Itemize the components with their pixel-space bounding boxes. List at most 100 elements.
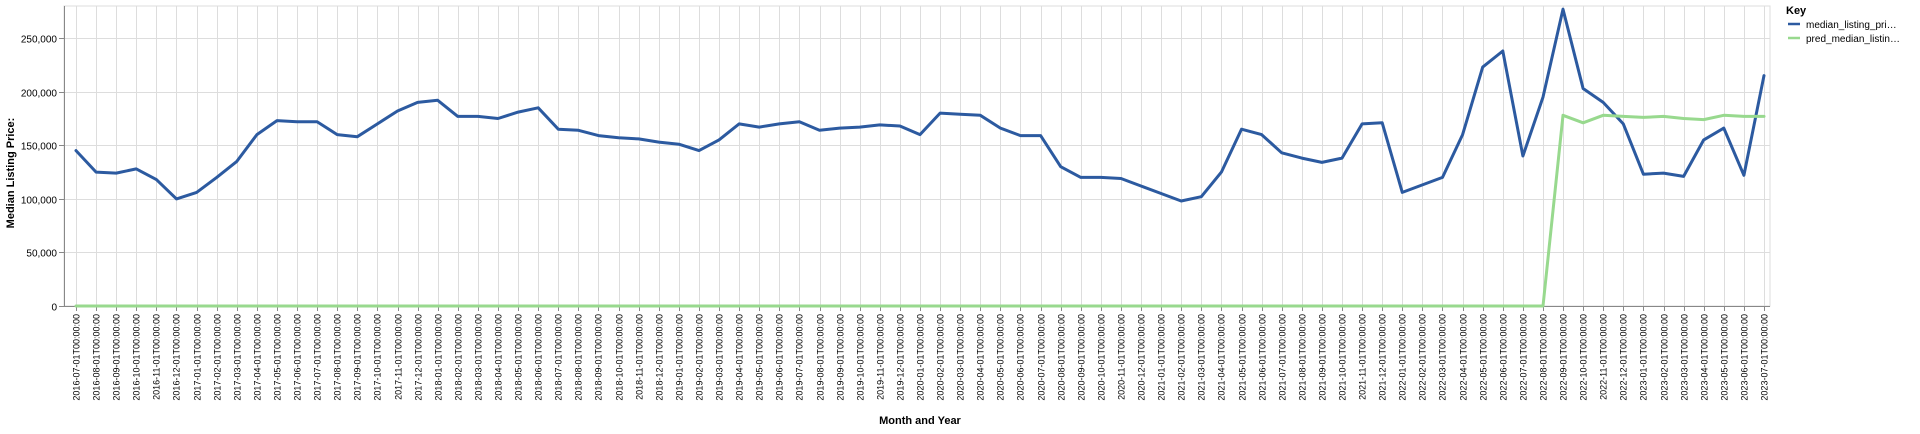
x-tick-label: 2018-07-01T00:00:00 (554, 314, 564, 401)
series-line-1 (74, 7, 1766, 203)
x-tick-label: 2019-11-01T00:00:00 (876, 314, 886, 400)
x-tick-label: 2017-10-01T00:00:00 (373, 314, 383, 401)
x-tick-label: 2018-02-01T00:00:00 (454, 314, 464, 401)
x-tick-label: 2021-12-01T00:00:00 (1378, 314, 1388, 401)
x-tick-label: 2018-03-01T00:00:00 (474, 314, 484, 401)
x-tick-label: 2016-12-01T00:00:00 (172, 314, 182, 401)
x-tick-label: 2023-05-01T00:00:00 (1720, 314, 1730, 401)
x-tick-label: 2018-06-01T00:00:00 (534, 314, 544, 401)
x-tick-label: 2019-06-01T00:00:00 (775, 314, 785, 401)
x-tick-label: 2022-04-01T00:00:00 (1459, 314, 1469, 401)
x-tick-label: 2019-10-01T00:00:00 (856, 314, 866, 401)
series-line-2 (74, 113, 1766, 308)
x-tick-label: 2017-05-01T00:00:00 (273, 314, 283, 401)
x-tick-label: 2022-12-01T00:00:00 (1619, 314, 1629, 401)
grid-lines (63, 5, 1771, 307)
x-tick-label: 2020-08-01T00:00:00 (1057, 314, 1067, 401)
axes: 0 50,000 100,000 150,000 200,000 250,000 2016-… (21, 6, 1770, 401)
x-tick-label: 2022-08-01T00:00:00 (1539, 314, 1549, 401)
y-tick-label: 150,000 (21, 142, 58, 153)
x-tick-label: 2022-05-01T00:00:00 (1479, 314, 1489, 401)
x-tick-label: 2018-05-01T00:00:00 (514, 314, 524, 401)
x-tick-label: 2023-06-01T00:00:00 (1740, 314, 1750, 401)
x-tick-label: 2021-11-01T00:00:00 (1358, 314, 1368, 400)
x-tick-label: 2016-07-01T00:00:00 (72, 314, 82, 401)
x-tick-label: 2020-05-01T00:00:00 (996, 314, 1006, 401)
x-tick-label: 2017-02-01T00:00:00 (213, 314, 223, 401)
x-tick-label: 2016-09-01T00:00:00 (112, 314, 122, 401)
x-tick-label: 2017-07-01T00:00:00 (313, 314, 323, 401)
x-tick-label: 2018-12-01T00:00:00 (655, 314, 665, 401)
x-tick-label: 2019-07-01T00:00:00 (795, 314, 805, 401)
x-tick-label: 2018-10-01T00:00:00 (615, 314, 625, 401)
x-tick-label: 2023-01-01T00:00:00 (1639, 314, 1649, 401)
x-tick-label: 2022-06-01T00:00:00 (1499, 314, 1509, 401)
x-tick-label: 2022-03-01T00:00:00 (1438, 314, 1448, 401)
x-tick-label: 2017-09-01T00:00:00 (353, 314, 363, 401)
x-tick-label: 2022-01-01T00:00:00 (1398, 314, 1408, 401)
x-tick-label: 2019-03-01T00:00:00 (715, 314, 725, 401)
x-tick-label: 2017-01-01T00:00:00 (193, 314, 203, 401)
y-tick-label: 0 (51, 303, 57, 314)
legend: Key median_listing_pri… pred_median_listi… (1786, 5, 1900, 45)
x-tick-label: 2019-02-01T00:00:00 (695, 314, 705, 401)
x-tick-label: 2022-02-01T00:00:00 (1418, 314, 1428, 401)
x-tick-label: 2020-02-01T00:00:00 (936, 314, 946, 401)
x-tick-label: 2021-08-01T00:00:00 (1298, 314, 1308, 401)
x-tick-label: 2020-11-01T00:00:00 (1117, 314, 1127, 400)
x-axis-title: Month and Year (879, 415, 961, 427)
x-tick-label: 2020-06-01T00:00:00 (1016, 314, 1026, 401)
x-tick-label: 2021-02-01T00:00:00 (1177, 314, 1187, 401)
x-tick-label: 2021-06-01T00:00:00 (1258, 314, 1268, 401)
x-tick-label: 2017-04-01T00:00:00 (253, 314, 263, 401)
x-tick-label: 2022-11-01T00:00:00 (1599, 314, 1609, 400)
x-tick-label: 2020-03-01T00:00:00 (956, 314, 966, 401)
x-tick-label: 2021-07-01T00:00:00 (1278, 314, 1288, 401)
y-tick-label: 250,000 (21, 35, 58, 46)
x-tick-label: 2023-03-01T00:00:00 (1680, 314, 1690, 401)
x-tick-label: 2017-12-01T00:00:00 (414, 314, 424, 401)
legend-items: median_listing_pri… pred_median_listin… (1788, 20, 1900, 45)
x-tick-label: 2019-05-01T00:00:00 (755, 314, 765, 401)
series-lines (74, 7, 1766, 308)
x-tick-label: 2020-09-01T00:00:00 (1077, 314, 1087, 401)
x-tick-label: 2018-09-01T00:00:00 (594, 314, 604, 401)
x-tick-label: 2021-10-01T00:00:00 (1338, 314, 1348, 401)
legend-title: Key (1786, 5, 1807, 17)
x-tick-label: 2023-04-01T00:00:00 (1700, 314, 1710, 401)
x-tick-label: 2016-10-01T00:00:00 (132, 314, 142, 401)
x-tick-label: 2021-05-01T00:00:00 (1238, 314, 1248, 401)
x-tick-label: 2016-08-01T00:00:00 (92, 314, 102, 401)
legend-label-2: pred_median_listin… (1806, 34, 1900, 45)
x-tick-label: 2019-09-01T00:00:00 (836, 314, 846, 401)
x-tick-label: 2019-08-01T00:00:00 (816, 314, 826, 401)
x-tick-label: 2021-04-01T00:00:00 (1217, 314, 1227, 401)
y-tick-label: 100,000 (21, 196, 58, 207)
x-tick-label: 2021-09-01T00:00:00 (1318, 314, 1328, 401)
x-tick-label: 2022-10-01T00:00:00 (1579, 314, 1589, 401)
legend-label-1: median_listing_pri… (1806, 20, 1897, 31)
x-tick-label: 2019-04-01T00:00:00 (735, 314, 745, 401)
x-tick-label: 2020-07-01T00:00:00 (1037, 314, 1047, 401)
x-tick-label: 2020-12-01T00:00:00 (1137, 314, 1147, 401)
x-tick-label: 2018-11-01T00:00:00 (635, 314, 645, 400)
x-tick-label: 2019-01-01T00:00:00 (675, 314, 685, 401)
x-tick-label: 2020-01-01T00:00:00 (916, 314, 926, 401)
x-tick-label: 2022-07-01T00:00:00 (1519, 314, 1529, 401)
x-tick-label: 2022-09-01T00:00:00 (1559, 314, 1569, 401)
x-tick-label: 2020-10-01T00:00:00 (1097, 314, 1107, 401)
y-axis-title: Median Listing Price: (5, 118, 17, 229)
x-tick-label: 2017-08-01T00:00:00 (333, 314, 343, 401)
x-tick-label: 2017-11-01T00:00:00 (394, 314, 404, 400)
x-tick-label: 2017-03-01T00:00:00 (233, 314, 243, 401)
x-tick-label: 2019-12-01T00:00:00 (896, 314, 906, 401)
x-tick-label: 2018-04-01T00:00:00 (494, 314, 504, 401)
x-tick-label: 2018-08-01T00:00:00 (574, 314, 584, 401)
x-tick-label: 2023-02-01T00:00:00 (1660, 314, 1670, 401)
plot-frame (63, 5, 1771, 307)
y-tick-label: 50,000 (26, 249, 57, 260)
x-tick-label: 2021-03-01T00:00:00 (1197, 314, 1207, 401)
x-tick-label: 2016-11-01T00:00:00 (152, 314, 162, 400)
